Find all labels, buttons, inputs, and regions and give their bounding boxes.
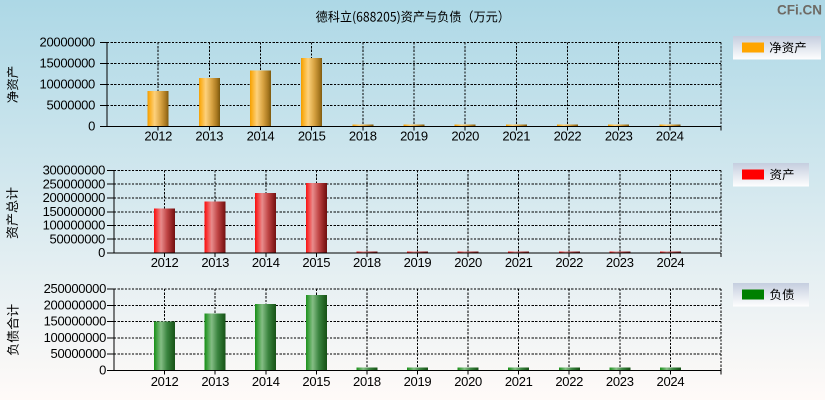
svg-text:2024: 2024 (656, 129, 684, 144)
svg-text:200000000: 200000000 (44, 298, 106, 313)
svg-text:2020: 2020 (454, 255, 482, 270)
svg-text:2024: 2024 (657, 374, 685, 389)
svg-text:2022: 2022 (554, 129, 582, 144)
svg-text:2014: 2014 (252, 255, 280, 270)
svg-text:2015: 2015 (302, 255, 330, 270)
svg-text:10000000: 10000000 (40, 77, 96, 92)
svg-text:0: 0 (98, 245, 105, 260)
svg-text:2014: 2014 (247, 129, 275, 144)
svg-text:2015: 2015 (302, 374, 330, 389)
svg-text:250000000: 250000000 (44, 281, 106, 296)
svg-text:2022: 2022 (555, 255, 583, 270)
svg-text:2013: 2013 (201, 255, 229, 270)
svg-text:2012: 2012 (144, 129, 172, 144)
svg-text:15000000: 15000000 (40, 56, 96, 71)
svg-text:0: 0 (99, 363, 106, 378)
svg-text:2020: 2020 (451, 129, 479, 144)
svg-text:150000000: 150000000 (44, 314, 106, 329)
svg-text:CFi.CN: CFi.CN (777, 3, 822, 18)
svg-text:2018: 2018 (349, 129, 377, 144)
svg-text:2019: 2019 (404, 374, 432, 389)
svg-text:100000000: 100000000 (43, 218, 105, 233)
svg-text:0: 0 (88, 119, 95, 134)
svg-text:300000000: 300000000 (43, 163, 105, 178)
svg-text:2012: 2012 (151, 255, 179, 270)
svg-text:2023: 2023 (605, 129, 633, 144)
svg-text:2018: 2018 (353, 255, 381, 270)
svg-text:2018: 2018 (353, 374, 381, 389)
svg-text:150000000: 150000000 (43, 204, 105, 219)
svg-text:2014: 2014 (252, 374, 280, 389)
svg-text:100000000: 100000000 (44, 330, 106, 345)
svg-text:2012: 2012 (151, 374, 179, 389)
svg-text:2013: 2013 (195, 129, 223, 144)
svg-text:20000000: 20000000 (40, 35, 96, 50)
svg-text:2019: 2019 (400, 129, 428, 144)
svg-text:5000000: 5000000 (46, 98, 95, 113)
svg-text:2023: 2023 (606, 374, 634, 389)
svg-text:2024: 2024 (657, 255, 685, 270)
svg-text:250000000: 250000000 (43, 176, 105, 191)
svg-text:200000000: 200000000 (43, 190, 105, 205)
svg-text:2019: 2019 (404, 255, 432, 270)
svg-text:2022: 2022 (555, 374, 583, 389)
svg-text:2021: 2021 (505, 255, 533, 270)
svg-text:2023: 2023 (606, 255, 634, 270)
svg-text:50000000: 50000000 (51, 346, 107, 361)
svg-text:2021: 2021 (505, 374, 533, 389)
svg-text:2020: 2020 (454, 374, 482, 389)
svg-text:50000000: 50000000 (50, 231, 106, 246)
svg-text:2013: 2013 (201, 374, 229, 389)
svg-text:2015: 2015 (298, 129, 326, 144)
svg-text:2021: 2021 (502, 129, 530, 144)
